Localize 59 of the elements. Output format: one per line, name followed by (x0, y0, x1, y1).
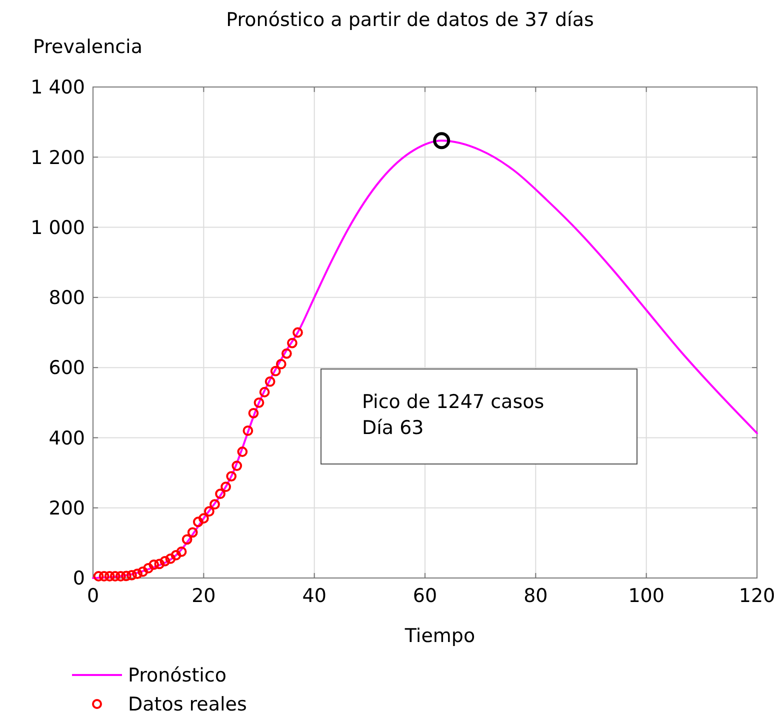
point (182, 534, 192, 545)
x-tick-label: 120 (738, 585, 774, 607)
y-axis-title: Prevalencia (33, 36, 142, 58)
y-tick-label: 600 (48, 357, 85, 380)
point (254, 397, 264, 408)
x-tick-label: 60 (412, 585, 438, 607)
legend-label: Pronóstico (128, 664, 227, 687)
point (433, 132, 450, 150)
point (204, 506, 214, 517)
point (287, 338, 298, 348)
point (143, 562, 154, 574)
point (115, 571, 126, 582)
point (215, 488, 226, 500)
point (154, 558, 165, 570)
point (237, 446, 248, 457)
point (281, 348, 292, 359)
point (176, 546, 187, 557)
x-tick-label: 80 (524, 585, 548, 607)
x-axis-title: Tiempo (404, 625, 476, 647)
point (138, 566, 148, 577)
point (198, 513, 209, 524)
point (126, 570, 137, 580)
x-tick-label: 100 (628, 585, 664, 607)
y-tick-label: 800 (48, 287, 85, 310)
chart-title: Pronóstico a partir de datos de 37 días (226, 9, 594, 31)
y-tick-label: 0 (72, 568, 85, 590)
point (148, 559, 160, 570)
annotation: Pico de 1247 casos Día 63 (362, 391, 544, 439)
point (242, 426, 254, 436)
point (98, 571, 110, 582)
y-tick-label: 1 000 (30, 216, 85, 239)
point (259, 386, 270, 398)
point (210, 499, 220, 510)
y-tick-label: 200 (48, 498, 85, 520)
legend-label: Datos reales (128, 694, 247, 716)
point (248, 408, 259, 418)
point (226, 471, 237, 482)
point (104, 571, 115, 582)
point (110, 571, 120, 582)
point (264, 376, 276, 387)
x-tick-label: 20 (192, 585, 216, 607)
point (165, 554, 176, 564)
point (232, 460, 242, 471)
point (192, 516, 204, 528)
point (187, 527, 198, 538)
x-tick-label: 40 (302, 585, 326, 607)
point (121, 570, 132, 582)
point (93, 571, 104, 582)
point (270, 366, 281, 376)
y-tick-label: 400 (48, 427, 85, 450)
point (132, 568, 142, 579)
y-tick-label: 1 400 (30, 76, 85, 99)
point (160, 556, 170, 566)
point (170, 550, 182, 560)
x-tick-label: 0 (86, 585, 100, 607)
y-tick-label: 1 200 (30, 146, 85, 169)
point (276, 358, 286, 370)
point (292, 327, 303, 338)
point (220, 482, 231, 492)
